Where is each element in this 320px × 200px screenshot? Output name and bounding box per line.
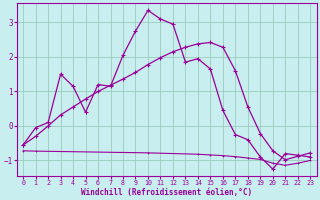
X-axis label: Windchill (Refroidissement éolien,°C): Windchill (Refroidissement éolien,°C) — [81, 188, 252, 197]
